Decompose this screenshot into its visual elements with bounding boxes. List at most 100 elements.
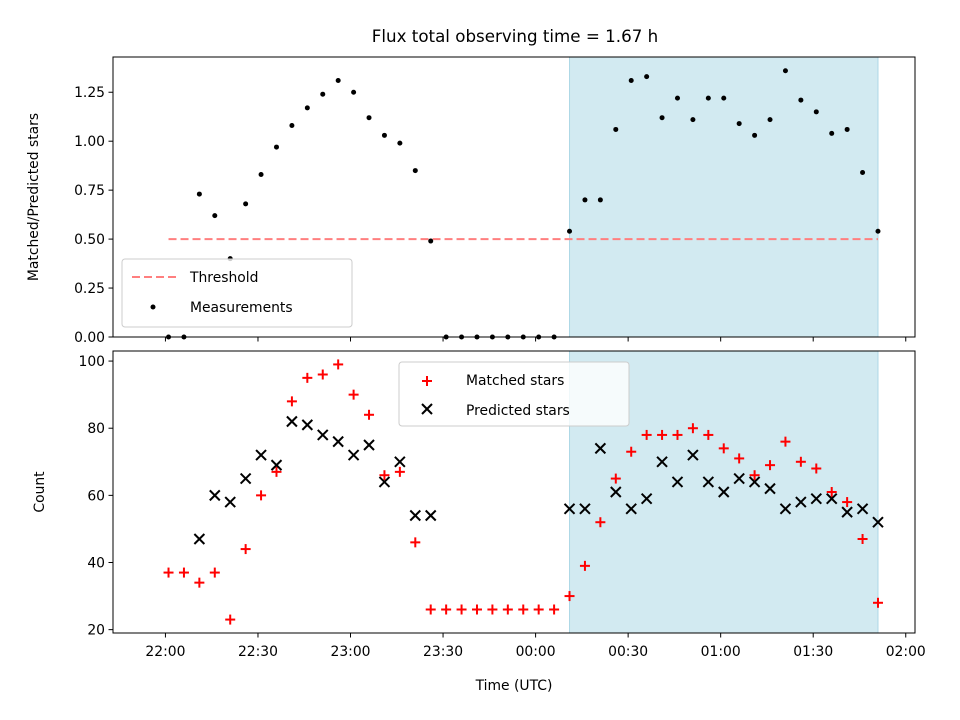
measurement-point [212, 213, 218, 219]
matched-marker [209, 567, 220, 578]
predicted-marker [702, 476, 715, 488]
predicted-marker [640, 493, 653, 505]
top-panel: 0.00 0.25 0.50 0.75 1.00 1.25 Matched/Predicte… [26, 56, 916, 346]
measurement-point [659, 115, 665, 121]
x-tick-label: 02:00 [886, 644, 926, 660]
measurement-point [366, 115, 372, 121]
predicted-marker [347, 449, 360, 461]
x-tick-label: 00:30 [608, 644, 648, 660]
y-tick-label: 80 [87, 421, 105, 437]
measurement-point [273, 144, 279, 150]
matched-marker [379, 470, 390, 481]
x-tick-label: 23:00 [330, 644, 370, 660]
y-tick-label: 20 [87, 623, 105, 639]
y-tick-label: 1.25 [74, 85, 105, 101]
measurement-point [844, 126, 850, 132]
matched-marker [672, 429, 683, 440]
y-tick-label: 1.00 [74, 134, 105, 150]
predicted-marker [332, 435, 344, 448]
matched-marker [317, 369, 328, 380]
figure-title: Flux total observing time = 1.67 h [372, 26, 658, 46]
matched-marker [795, 456, 806, 467]
predicted-marker [255, 449, 267, 461]
matched-marker [657, 429, 668, 440]
measurement-point [597, 197, 603, 203]
matched-marker [718, 443, 729, 454]
measurement-point [567, 228, 573, 234]
measurement-point [304, 105, 310, 111]
matched-marker [271, 466, 282, 477]
y-tick-label: 100 [78, 354, 105, 370]
predicted-marker [687, 449, 699, 461]
legend-matched-label: Matched stars [466, 373, 564, 389]
measurement-point [582, 197, 588, 203]
y-axis-label: Count [32, 471, 48, 513]
matched-marker [610, 473, 621, 484]
predicted-marker [810, 493, 822, 505]
measurement-point [628, 77, 634, 83]
predicted-marker [286, 415, 298, 428]
matched-marker [225, 614, 236, 625]
y-tick-label: 0.00 [74, 330, 105, 346]
predicted-marker [625, 503, 637, 515]
predicted-marker [718, 486, 730, 498]
x-axis-label: Time (UTC) [475, 678, 553, 694]
highlight-span [569, 56, 879, 338]
matched-marker [857, 534, 868, 544]
measurement-point [813, 109, 819, 115]
matched-marker [178, 567, 189, 578]
x-tick-label: 23:30 [423, 644, 463, 660]
predicted-marker [872, 516, 884, 528]
predicted-marker [394, 456, 406, 468]
matched-marker [749, 470, 760, 481]
predicted-marker [270, 459, 283, 471]
measurement-point [860, 170, 866, 176]
matched-marker [533, 604, 544, 615]
predicted-marker [610, 486, 622, 498]
predicted-marker [795, 496, 807, 508]
legend-predicted-label: Predicted stars [466, 403, 570, 419]
matched-marker [811, 463, 822, 474]
legend-measurements-label: Measurements [190, 300, 293, 316]
matched-marker [872, 597, 883, 608]
measurement-point [644, 74, 650, 80]
predicted-marker [856, 503, 869, 515]
matched-marker [348, 389, 359, 400]
predicted-marker [764, 482, 776, 495]
predicted-marker [363, 439, 375, 451]
measurement-point [397, 140, 403, 146]
measurement-point [196, 191, 202, 197]
matched-marker [579, 560, 590, 571]
matched-marker [842, 497, 853, 508]
measurement-point [721, 95, 727, 101]
matched-marker [163, 567, 174, 578]
predicted-marker [193, 533, 206, 545]
x-tick-label: 01:30 [793, 644, 833, 660]
measurement-point [243, 201, 249, 207]
matched-marker [703, 429, 714, 440]
y-tick-label: 60 [87, 488, 105, 504]
matched-marker [502, 604, 513, 615]
measurement-point [690, 117, 696, 123]
axes-frame [112, 56, 916, 338]
predicted-marker [579, 503, 591, 515]
measurement-point [258, 171, 264, 177]
measurement-point [351, 89, 357, 95]
measurement-point [875, 228, 881, 234]
x-tick-label: 22:30 [238, 644, 278, 660]
y-tick-label: 40 [87, 556, 105, 572]
matched-marker [394, 466, 405, 477]
predicted-marker [209, 489, 221, 502]
y-tick-label: 0.50 [74, 232, 105, 248]
predicted-marker [779, 503, 792, 515]
matched-marker [441, 604, 452, 615]
matched-marker [364, 409, 375, 420]
matched-marker [256, 490, 267, 501]
predicted-marker [656, 456, 668, 468]
legend-threshold-label: Threshold [189, 270, 258, 286]
predicted-marker [378, 476, 391, 488]
matched-marker [549, 604, 560, 615]
predicted-marker [239, 472, 252, 485]
x-tick-label: 01:00 [701, 644, 741, 660]
matched-marker [302, 372, 313, 383]
